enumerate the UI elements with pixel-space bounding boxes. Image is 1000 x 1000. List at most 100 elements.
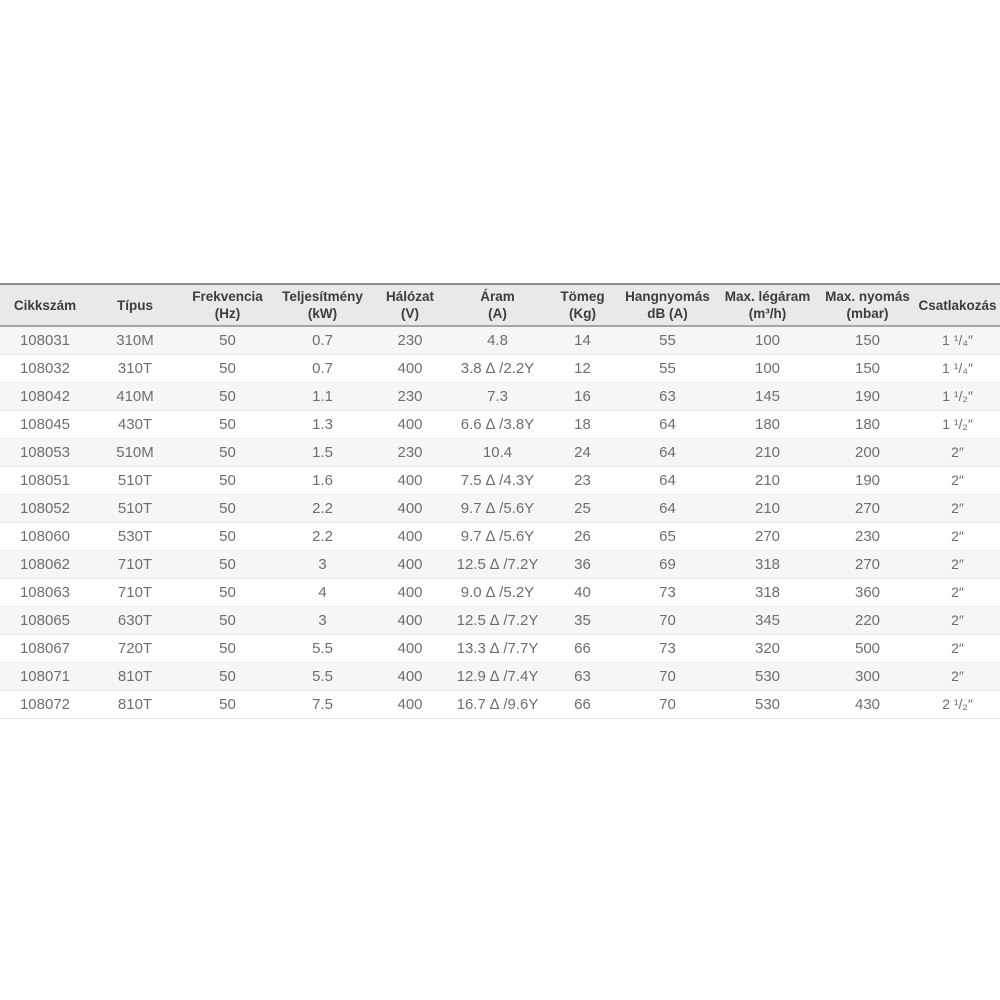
cell-csatlakozas: 2″ bbox=[951, 500, 964, 516]
column-header-frekvencia: Frekvencia (Hz) bbox=[180, 284, 275, 327]
cell-teljesitmeny: 1.1 bbox=[312, 387, 333, 405]
cell-teljesitmeny: 1.3 bbox=[312, 415, 333, 433]
cell-frekvencia: 50 bbox=[219, 527, 236, 545]
cell-max-nyomas: 200 bbox=[854, 443, 881, 461]
cell-hangnyomas: 73 bbox=[659, 583, 676, 601]
cell-hangnyomas: 64 bbox=[659, 471, 676, 489]
cell-max-nyomas: 230 bbox=[854, 527, 881, 545]
cell-frekvencia: 50 bbox=[219, 499, 236, 517]
table-row: 108062 710T 50 3 400 12.5 ∆ /7.2Y 36 69 318 270 2″ bbox=[0, 550, 1000, 578]
cell-csatlakozas: 2″ bbox=[951, 668, 964, 684]
cell-tomeg: 66 bbox=[574, 639, 591, 657]
cell-max-legaram: 100 bbox=[754, 359, 781, 377]
cell-csatlakozas: 2″ bbox=[951, 472, 964, 488]
cell-tomeg: 26 bbox=[574, 527, 591, 545]
cell-cikkszam: 108063 bbox=[19, 583, 71, 601]
cell-frekvencia: 50 bbox=[219, 639, 236, 657]
cell-teljesitmeny: 5.5 bbox=[312, 667, 333, 685]
cell-csatlakozas: 1 ¹/₄″ bbox=[942, 360, 973, 376]
table-row: 108032 310T 50 0.7 400 3.8 ∆ /2.2Y 12 55 100 150 1… bbox=[0, 354, 1000, 382]
cell-max-nyomas: 360 bbox=[854, 583, 881, 601]
cell-hangnyomas: 64 bbox=[659, 443, 676, 461]
column-header-line2: (m³/h) bbox=[748, 306, 787, 321]
cell-halozat: 400 bbox=[397, 639, 423, 657]
table-row: 108031 310M 50 0.7 230 4.8 14 55 100 150 1 ¹/₄″ bbox=[0, 326, 1000, 354]
cell-tipus: 810T bbox=[117, 695, 153, 713]
cell-cikkszam: 108067 bbox=[19, 639, 71, 657]
table-row: 108051 510T 50 1.6 400 7.5 ∆ /4.3Y 23 64 210 190 2… bbox=[0, 466, 1000, 494]
cell-halozat: 400 bbox=[397, 667, 423, 685]
cell-hangnyomas: 64 bbox=[659, 499, 676, 517]
cell-max-legaram: 180 bbox=[754, 415, 781, 433]
cell-cikkszam: 108052 bbox=[19, 499, 71, 517]
cell-cikkszam: 108045 bbox=[19, 415, 71, 433]
column-header-line1: Hangnyomás bbox=[625, 289, 710, 304]
column-header-max-nyomas: Max. nyomás (mbar) bbox=[820, 284, 915, 327]
column-header-line2: (kW) bbox=[307, 306, 338, 321]
cell-halozat: 400 bbox=[397, 611, 423, 629]
column-header-line2: dB (A) bbox=[647, 306, 688, 321]
cell-max-legaram: 210 bbox=[754, 443, 781, 461]
cell-tomeg: 35 bbox=[574, 611, 591, 629]
cell-tomeg: 63 bbox=[574, 667, 591, 685]
cell-aram: 7.5 ∆ /4.3Y bbox=[460, 471, 535, 489]
cell-max-legaram: 530 bbox=[754, 695, 781, 713]
cell-tipus: 310T bbox=[117, 359, 153, 377]
cell-csatlakozas: 2 ¹/₂″ bbox=[942, 696, 973, 712]
cell-frekvencia: 50 bbox=[219, 331, 236, 349]
cell-halozat: 400 bbox=[397, 471, 423, 489]
cell-halozat: 230 bbox=[397, 331, 423, 349]
cell-tomeg: 36 bbox=[574, 555, 591, 573]
cell-tomeg: 16 bbox=[574, 387, 591, 405]
cell-tomeg: 25 bbox=[574, 499, 591, 517]
column-header-line1: Cikkszám bbox=[13, 297, 77, 313]
column-header-teljesitmeny: Teljesítmény (kW) bbox=[275, 284, 370, 327]
cell-tipus: 710T bbox=[117, 555, 153, 573]
cell-hangnyomas: 55 bbox=[659, 359, 676, 377]
column-header-line1: Hálózat bbox=[385, 289, 434, 304]
column-header-line1: Áram bbox=[480, 289, 515, 304]
cell-max-nyomas: 500 bbox=[854, 639, 881, 657]
product-spec-table: Cikkszám Típus Frekvencia (Hz) Teljesítmény (… bbox=[0, 283, 1000, 719]
cell-halozat: 400 bbox=[397, 415, 423, 433]
cell-tomeg: 40 bbox=[574, 583, 591, 601]
column-header-line2: (Kg) bbox=[569, 306, 596, 321]
cell-max-nyomas: 270 bbox=[854, 499, 881, 517]
cell-hangnyomas: 55 bbox=[659, 331, 676, 349]
cell-halozat: 230 bbox=[397, 387, 423, 405]
cell-teljesitmeny: 2.2 bbox=[312, 527, 333, 545]
cell-cikkszam: 108031 bbox=[19, 331, 71, 349]
column-header-tomeg: Tömeg (Kg) bbox=[545, 284, 620, 327]
column-header-halozat: Hálózat (V) bbox=[370, 284, 450, 327]
table-row: 108042 410M 50 1.1 230 7.3 16 63 145 190 1 ¹/₂″ bbox=[0, 382, 1000, 410]
table-row: 108072 810T 50 7.5 400 16.7 ∆ /9.6Y 66 70 530 430… bbox=[0, 690, 1000, 718]
cell-aram: 12.5 ∆ /7.2Y bbox=[456, 611, 539, 629]
cell-aram: 9.7 ∆ /5.6Y bbox=[460, 499, 535, 517]
cell-csatlakozas: 1 ¹/₄″ bbox=[942, 332, 973, 349]
column-header-line1: Teljesítmény bbox=[282, 289, 363, 304]
column-header-aram: Áram (A) bbox=[450, 284, 545, 327]
cell-max-legaram: 345 bbox=[754, 611, 781, 629]
cell-teljesitmeny: 0.7 bbox=[312, 331, 333, 349]
cell-max-nyomas: 190 bbox=[854, 387, 881, 405]
cell-tipus: 720T bbox=[117, 639, 153, 657]
cell-teljesitmeny: 3 bbox=[318, 611, 327, 629]
cell-max-legaram: 530 bbox=[754, 667, 781, 685]
cell-frekvencia: 50 bbox=[219, 583, 236, 601]
cell-max-nyomas: 220 bbox=[854, 611, 881, 629]
cell-teljesitmeny: 2.2 bbox=[312, 499, 333, 517]
column-header-hangnyomas: Hangnyomás dB (A) bbox=[620, 284, 715, 327]
cell-tipus: 510M bbox=[116, 443, 154, 461]
column-header-line1: Tömeg bbox=[560, 289, 605, 304]
table-row: 108063 710T 50 4 400 9.0 ∆ /5.2Y 40 73 318 360 2″ bbox=[0, 578, 1000, 606]
cell-cikkszam: 108051 bbox=[19, 471, 71, 489]
column-header-line1: Max. nyomás bbox=[825, 289, 910, 304]
cell-aram: 12.5 ∆ /7.2Y bbox=[456, 555, 539, 573]
cell-cikkszam: 108060 bbox=[19, 527, 71, 545]
cell-tipus: 510T bbox=[117, 499, 153, 517]
cell-tipus: 410M bbox=[116, 387, 154, 405]
cell-aram: 13.3 ∆ /7.7Y bbox=[456, 639, 539, 657]
cell-aram: 3.8 ∆ /2.2Y bbox=[460, 359, 535, 377]
table-header: Cikkszám Típus Frekvencia (Hz) Teljesítmény (… bbox=[0, 284, 1000, 327]
cell-halozat: 400 bbox=[397, 583, 423, 601]
